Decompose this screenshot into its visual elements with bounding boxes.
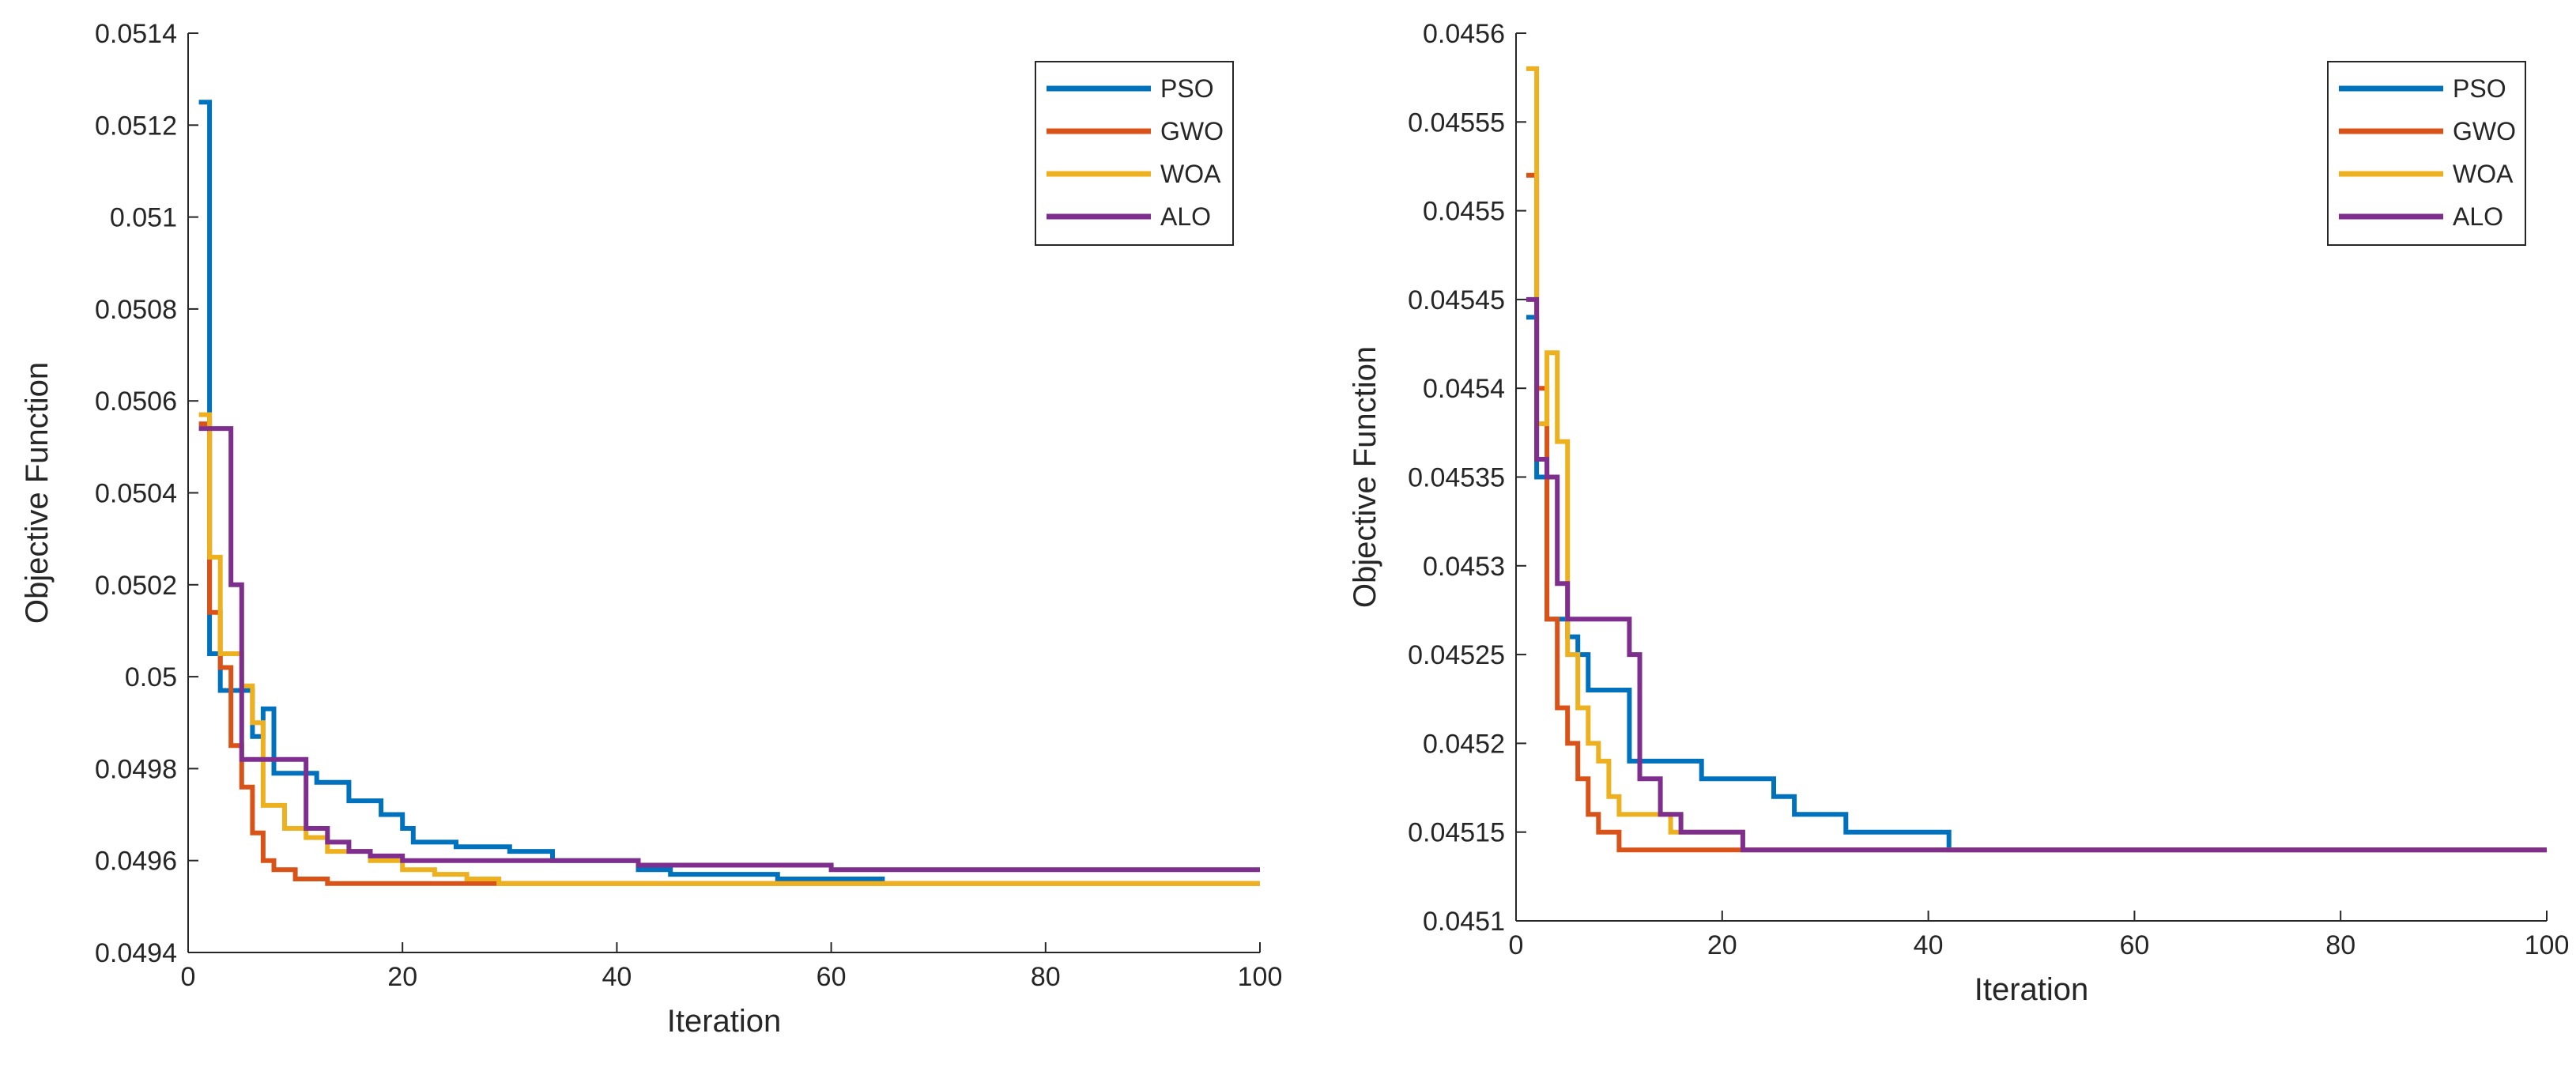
y-tick-label: 0.0456 bbox=[1423, 19, 1505, 49]
x-tick-label: 80 bbox=[2325, 930, 2355, 960]
y-tick-label: 0.04535 bbox=[1408, 463, 1505, 493]
y-axis-label: Objective Function bbox=[20, 362, 55, 624]
x-tick-label: 40 bbox=[1914, 930, 1944, 960]
y-tick-label: 0.0451 bbox=[1423, 907, 1505, 937]
y-tick-label: 0.0453 bbox=[1423, 552, 1505, 582]
y-tick-label: 0.04525 bbox=[1408, 640, 1505, 670]
x-tick-label: 80 bbox=[1031, 962, 1061, 992]
legend: PSO GWO WOA ALO bbox=[1035, 61, 1234, 246]
y-tick-label: 0.04555 bbox=[1408, 108, 1505, 138]
y-tick-label: 0.0455 bbox=[1423, 197, 1505, 227]
y-tick-label: 0.0452 bbox=[1423, 729, 1505, 759]
y-tick-label: 0.051 bbox=[110, 203, 177, 233]
series-line-gwo bbox=[1526, 172, 2547, 853]
y-tick-label: 0.0504 bbox=[95, 479, 177, 509]
y-tick-label: 0.05 bbox=[125, 662, 177, 692]
y-axis-label: Objective Function bbox=[1348, 346, 1382, 608]
x-axis-label: Iteration bbox=[667, 1004, 782, 1039]
x-tick-label: 0 bbox=[1509, 930, 1524, 960]
y-tick-label: 0.0498 bbox=[95, 754, 177, 784]
y-tick-label: 0.0508 bbox=[95, 295, 177, 325]
legend-label-woa: WOA bbox=[1160, 160, 1221, 188]
legend-label-gwo: GWO bbox=[1160, 117, 1224, 145]
x-tick-label: 100 bbox=[2525, 930, 2570, 960]
x-tick-label: 60 bbox=[2119, 930, 2149, 960]
series-line-alo bbox=[198, 426, 1260, 873]
x-tick-label: 20 bbox=[387, 962, 417, 992]
legend-label-woa: WOA bbox=[2453, 160, 2514, 188]
chart-left: 0 20 40 60 80 100 0.0494 0.0496 0.0498 0.05 0.0502… bbox=[20, 19, 1282, 1039]
x-tick-label: 40 bbox=[602, 962, 632, 992]
series-line-woa bbox=[198, 412, 1260, 886]
y-tick-label: 0.0502 bbox=[95, 571, 177, 601]
legend-label-alo: ALO bbox=[1160, 202, 1211, 231]
y-tick-label: 0.0496 bbox=[95, 847, 177, 877]
y-tick-label: 0.04515 bbox=[1408, 818, 1505, 848]
x-tick-label: 100 bbox=[1238, 962, 1283, 992]
x-tick-label: 20 bbox=[1707, 930, 1737, 960]
chart-right: 0 20 40 60 80 100 0.0451 0.04515 0.0452 0.04525 0.… bbox=[1348, 19, 2569, 1007]
y-tick-label: 0.0506 bbox=[95, 387, 177, 417]
y-tick-label: 0.0454 bbox=[1423, 374, 1505, 404]
legend-label-alo: ALO bbox=[2453, 202, 2503, 231]
legend-label-pso: PSO bbox=[2453, 74, 2506, 103]
legend-label-pso: PSO bbox=[1160, 74, 1214, 103]
series-line-alo bbox=[1526, 296, 2547, 853]
y-tick-label: 0.0514 bbox=[95, 19, 177, 49]
y-tick-label: 0.0494 bbox=[95, 938, 177, 968]
x-axis-label: Iteration bbox=[1974, 972, 2089, 1007]
y-tick-label: 0.0512 bbox=[95, 111, 177, 141]
legend: PSO GWO WOA ALO bbox=[2327, 61, 2526, 246]
y-tick-label: 0.04545 bbox=[1408, 285, 1505, 315]
x-tick-label: 60 bbox=[817, 962, 847, 992]
x-tick-label: 0 bbox=[181, 962, 196, 992]
legend-label-gwo: GWO bbox=[2453, 117, 2516, 145]
